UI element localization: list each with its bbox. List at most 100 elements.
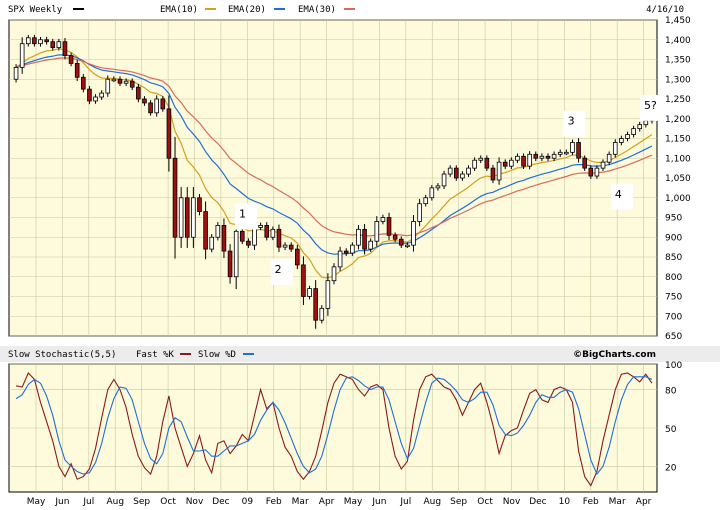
candle <box>521 153 526 169</box>
candle <box>557 149 563 158</box>
candle <box>56 38 62 51</box>
x-tick-label: Aug <box>106 497 124 507</box>
x-tick-label: Jun <box>54 497 69 507</box>
candle <box>466 165 471 177</box>
price-tick-label: 1,150 <box>665 135 691 145</box>
candle <box>191 187 196 248</box>
candle <box>154 95 159 117</box>
price-tick-label: 1,200 <box>665 115 691 125</box>
candle <box>570 139 575 156</box>
candle <box>50 38 56 51</box>
x-tick-label: Oct <box>160 497 176 507</box>
candle <box>350 242 355 256</box>
brand-label: ©BigCharts.com <box>573 350 656 360</box>
price-tick-label: 750 <box>665 293 682 303</box>
candle <box>576 138 581 163</box>
stoch-tick-label: 20 <box>665 463 677 473</box>
legend-ema20-label: EMA(20) <box>228 5 266 15</box>
chart-date: 4/16/10 <box>646 5 684 15</box>
stoch-tick-label: 80 <box>665 387 677 397</box>
x-tick-label: Dec <box>212 497 229 507</box>
price-tick-label: 1,300 <box>665 75 691 85</box>
candle <box>612 139 618 158</box>
x-tick-label: Sep <box>133 497 150 507</box>
wave-label: 1 <box>239 208 246 221</box>
annotation-box <box>640 94 663 121</box>
legend-ema10-label: EMA(10) <box>160 5 198 15</box>
candle <box>423 194 429 207</box>
candle <box>539 153 545 162</box>
ema-line <box>15 57 653 237</box>
candle <box>301 256 306 306</box>
price-grid <box>9 19 657 337</box>
wave-label: 4 <box>615 188 622 201</box>
candle <box>38 36 43 47</box>
price-tick-label: 1,000 <box>665 194 691 204</box>
candle <box>203 201 208 260</box>
wave-label: 2 <box>275 263 282 276</box>
candle <box>509 157 514 169</box>
annotation-box <box>610 183 633 210</box>
x-tick-label: Apr <box>636 497 652 507</box>
candle <box>325 273 331 316</box>
candle <box>270 226 276 241</box>
candle <box>472 157 477 171</box>
candle <box>62 37 68 60</box>
price-tick-label: 1,400 <box>665 36 691 46</box>
candle <box>44 36 49 45</box>
candle <box>527 151 532 170</box>
stochastic-lines <box>15 372 653 487</box>
candle <box>68 52 74 67</box>
price-axis: 650 700 750 800 850 900 950 1,000 1,050 1,100 1,15… <box>665 16 691 342</box>
candle <box>99 90 104 100</box>
x-tick-label: Apr <box>319 497 335 507</box>
price-tick-label: 1,100 <box>665 154 691 164</box>
candle <box>368 238 373 252</box>
legend-ema30-label: EMA(30) <box>298 5 336 15</box>
price-tick-label: 1,350 <box>665 56 691 66</box>
candle <box>588 165 594 179</box>
candle <box>93 94 98 104</box>
candle <box>582 155 587 171</box>
price-tick-label: 800 <box>665 273 682 283</box>
candle <box>184 187 190 248</box>
candle <box>148 100 153 116</box>
x-tick-label: May <box>344 497 363 507</box>
candle <box>545 153 551 162</box>
candle <box>87 85 92 105</box>
annotation-box <box>270 258 293 285</box>
price-tick-label: 900 <box>665 233 682 243</box>
stochastic-axis: 20 50 80 100 <box>665 361 682 473</box>
candle <box>288 242 294 252</box>
price-tick-label: 850 <box>665 253 682 263</box>
candle <box>197 194 202 216</box>
x-tick-label: Nov <box>186 497 204 507</box>
candle <box>533 151 539 162</box>
candle <box>619 135 624 146</box>
candle <box>606 151 612 166</box>
candle <box>460 171 465 181</box>
candle <box>551 151 557 162</box>
candle <box>343 248 349 256</box>
x-tick-label: Oct <box>477 497 493 507</box>
x-tick-label: Mar <box>292 497 309 507</box>
x-tick-label: May <box>27 497 46 507</box>
ema-line <box>15 54 653 255</box>
stochastic-line <box>15 372 653 487</box>
candle <box>417 198 422 227</box>
candle <box>81 74 86 93</box>
price-tick-label: 1,450 <box>665 16 691 26</box>
candle <box>331 263 337 285</box>
candle <box>13 64 19 83</box>
candle <box>142 96 147 106</box>
candle <box>129 78 135 90</box>
x-tick-label: Feb <box>266 497 282 507</box>
candle <box>484 155 490 171</box>
candle <box>276 224 282 252</box>
x-tick-label: Mar <box>609 497 626 507</box>
price-tick-label: 950 <box>665 214 682 224</box>
stoch-tick-label: 100 <box>665 361 682 371</box>
symbol-label: SPX Weekly <box>8 5 63 15</box>
candle <box>239 228 245 245</box>
